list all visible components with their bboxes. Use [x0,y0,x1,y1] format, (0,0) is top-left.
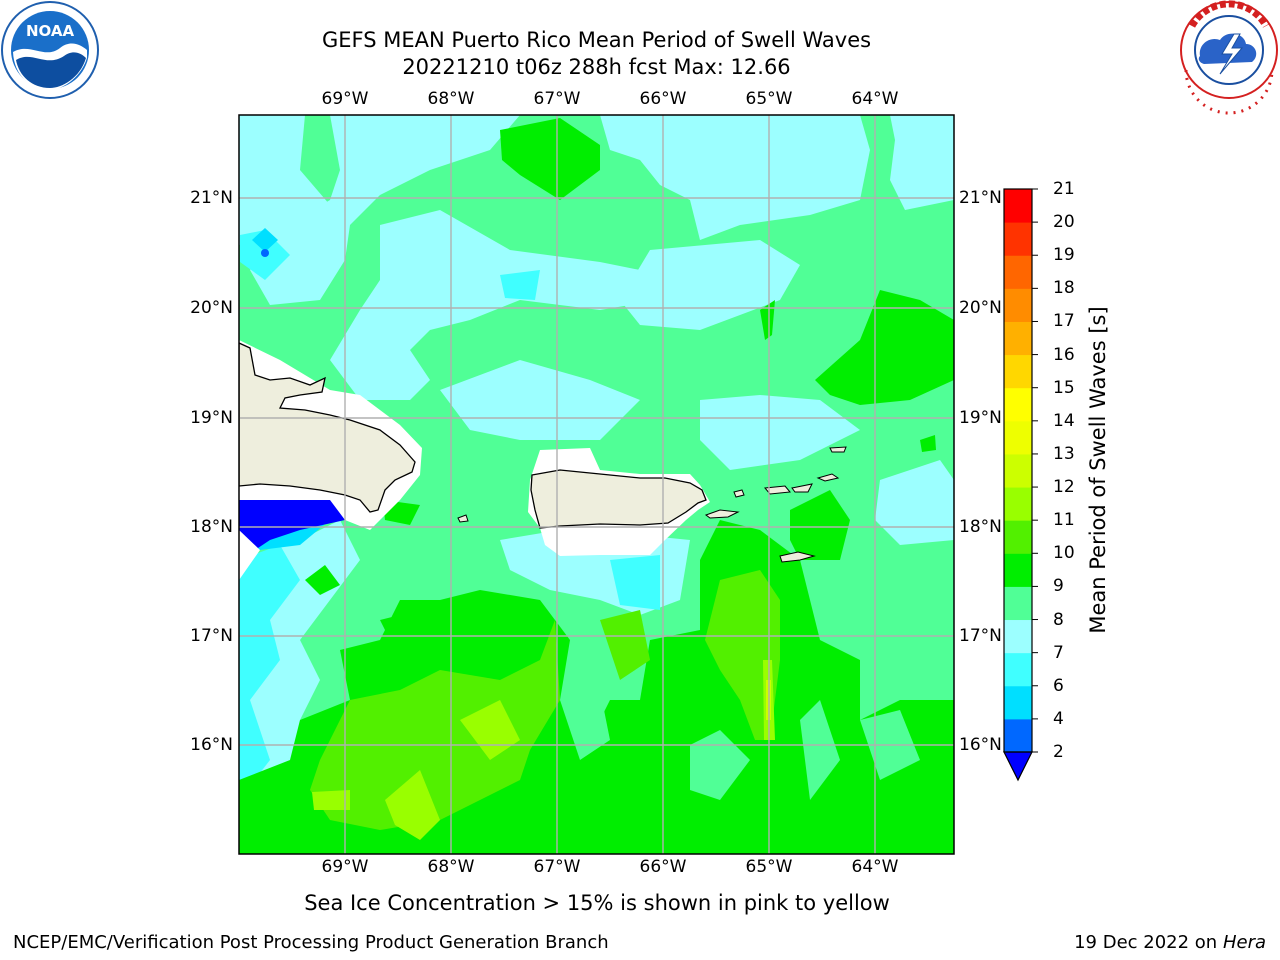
colorbar [1003,188,1038,782]
colorbar-segment [1004,354,1032,389]
colorbar-segment [1004,189,1032,223]
colorbar-tick-label: 10 [1053,543,1075,564]
lat-label-left: 20°N [190,298,233,318]
colorbar-tick-label: 6 [1053,675,1064,696]
lat-label-right: 16°N [959,735,1002,755]
colorbar-segment [1004,321,1032,356]
lat-label-left: 21°N [190,188,233,208]
colorbar-tick-label: 12 [1053,477,1075,498]
colorbar-tick-label: 8 [1053,609,1064,630]
lat-label-right: 19°N [959,408,1002,428]
lon-label-bottom: 66°W [639,857,687,877]
colorbar-segment [1004,288,1032,322]
colorbar-segment [1004,718,1032,753]
sea-ice-note: Sea Ice Concentration > 15% is shown in … [0,891,1280,915]
lon-label-top: 69°W [321,89,369,109]
lat-label-right: 20°N [959,298,1002,318]
lat-label-left: 18°N [190,517,233,537]
credit-text: NCEP/EMC/Verification Post Processing Pr… [13,932,609,953]
chart-title: GEFS MEAN Puerto Rico Mean Period of Swe… [321,28,872,52]
colorbar-tick-label: 17 [1053,311,1075,332]
lat-label-left: 17°N [190,626,233,646]
colorbar-tick-label: 2 [1053,742,1064,762]
colorbar-tick-label: 18 [1053,278,1075,299]
lon-label-top: 66°W [639,89,687,109]
colorbar-tick-label: 20 [1053,212,1075,233]
colorbar-tick-label: 14 [1053,410,1075,431]
machine-name: Hera [1222,932,1266,953]
colorbar-segment [1004,553,1032,587]
colorbar-tick-label: 4 [1053,708,1064,729]
colorbar-tick-label: 15 [1053,377,1075,398]
date-stamp: 19 Dec 2022 on Hera [1074,932,1266,953]
colorbar-segment [1004,520,1032,554]
colorbar-tick-label: 21 [1053,179,1075,199]
date-text: 19 Dec 2022 on [1074,932,1218,953]
lon-label-bottom: 64°W [851,857,899,877]
lon-label-bottom: 65°W [745,857,793,877]
colorbar-tick-label: 11 [1053,510,1075,531]
colorbar-segment [1004,420,1032,455]
lat-label-left: 16°N [190,735,233,755]
colorbar-tick-label: 7 [1053,642,1064,663]
lat-label-right: 21°N [959,188,1002,208]
colorbar-label: Mean Period of Swell Waves [s] [1086,306,1110,634]
lon-label-top: 65°W [745,89,793,109]
chart-subtitle: 20221210 t06z 288h fcst Max: 12.66 [402,55,791,79]
colorbar-tick-label: 9 [1053,576,1064,597]
colorbar-segment [1004,652,1032,687]
colorbar-segment [1004,685,1032,720]
colorbar-tick-label: 16 [1053,344,1075,365]
lat-label-right: 17°N [959,626,1002,646]
colorbar-under-triangle [1003,751,1033,782]
colorbar-segment [1004,255,1032,289]
graticule [239,115,954,854]
sea-ice-note-text: Sea Ice Concentration > 15% is shown in … [304,891,890,915]
lon-label-top: 68°W [427,89,475,109]
colorbar-tick-label: 13 [1053,443,1075,464]
colorbar-segment [1004,222,1032,256]
map-frame [238,114,955,855]
colorbar-segment [1004,619,1032,654]
lon-label-bottom: 68°W [427,857,475,877]
colorbar-tick-label: 19 [1053,245,1075,266]
lat-label-left: 19°N [190,408,233,428]
colorbar-segment [1004,387,1032,422]
colorbar-segment [1004,487,1032,521]
colorbar-segment [1004,586,1032,621]
lon-label-bottom: 67°W [533,857,581,877]
lon-label-top: 64°W [851,89,899,109]
lon-label-bottom: 69°W [321,857,369,877]
lat-label-right: 18°N [959,517,1002,537]
land-mask [239,342,847,563]
lon-label-top: 67°W [533,89,581,109]
colorbar-segment [1004,453,1032,488]
